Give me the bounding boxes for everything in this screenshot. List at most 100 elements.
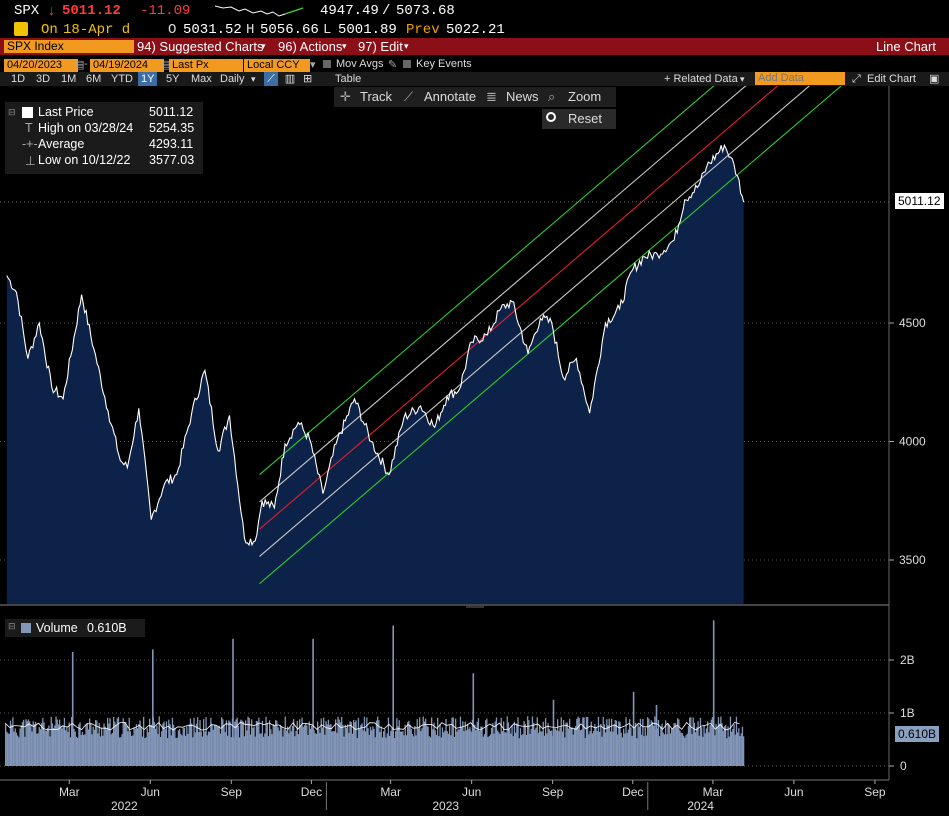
volume-bar [571, 727, 573, 766]
year-tick-label: 2023 [432, 799, 459, 813]
edit-chart-button[interactable]: Edit Chart [867, 73, 916, 85]
period-max-button[interactable]: Max [191, 73, 212, 85]
reset-icon[interactable] [546, 112, 556, 122]
chart-type-label[interactable]: Line Chart [876, 39, 936, 54]
collapse-icon[interactable]: ⊟ [8, 621, 16, 631]
key-events-checkbox[interactable] [403, 60, 411, 68]
volume-bar [699, 717, 702, 766]
period-1m-button[interactable]: 1M [61, 73, 77, 85]
field-select[interactable]: Last Px [169, 59, 243, 72]
volume-spike-bar [632, 691, 635, 766]
volume-bar [137, 728, 139, 766]
volume-bar [264, 733, 266, 766]
annotate-icon[interactable]: ⟋ [404, 89, 414, 104]
chevron-down-icon[interactable]: ▾ [251, 74, 256, 84]
zoom-button[interactable]: Zoom [568, 89, 602, 104]
volume-bar [456, 731, 458, 766]
annotate-button[interactable]: Annotate [424, 89, 477, 104]
calendar-icon[interactable]: ▤ [74, 59, 85, 71]
suggested-charts-menu[interactable]: 94) Suggested Charts [137, 39, 264, 54]
x-axis: Mar Jun Sep Dec Mar Jun Sep Dec Mar Jun Sep 2022 202… [0, 779, 889, 813]
price-tick-label: 3500 [899, 553, 926, 567]
news-button[interactable]: News [506, 89, 539, 104]
volume-bar [583, 717, 585, 766]
volume-bar [411, 734, 414, 766]
volume-bar [512, 736, 514, 766]
period-3d-button[interactable]: 3D [36, 73, 51, 85]
volume-bar [651, 721, 654, 766]
volume-bar [135, 724, 138, 766]
start-date-field[interactable]: 04/20/2023 [4, 59, 78, 72]
volume-bar [539, 724, 541, 766]
volume-bar [212, 729, 214, 766]
track-button[interactable]: Track [360, 89, 393, 104]
volume-bar [86, 723, 88, 766]
volume-bar [698, 735, 700, 766]
flag-icon [14, 22, 28, 36]
chevron-down-icon[interactable]: ▾ [404, 41, 409, 51]
line-chart-icon[interactable]: ⟋ [264, 72, 278, 86]
period-5y-button[interactable]: 5Y [166, 73, 180, 85]
actions-menu[interactable]: 96) Actions [278, 39, 343, 54]
mov-avgs-label[interactable]: Mov Avgs [336, 58, 384, 70]
volume-bar [295, 731, 297, 766]
volume-tick-label: 1B [900, 706, 915, 720]
volume-bar [383, 731, 385, 766]
news-icon[interactable]: ≣ [486, 89, 497, 104]
legend-average-value: 4293.11 [149, 137, 194, 151]
legend-high: T High on 03/28/24 5254.35 [5, 121, 203, 137]
volume-bar [506, 716, 508, 766]
month-tick-label: Sep [221, 785, 243, 799]
pencil-icon[interactable]: ✎ [388, 59, 398, 71]
volume-bar [452, 717, 454, 766]
zoom-icon[interactable]: ⌕ [548, 89, 556, 104]
chevron-down-icon[interactable]: ▾ [261, 41, 266, 51]
volume-bar [403, 735, 405, 766]
bar-chart-icon[interactable]: ▥ [284, 73, 296, 85]
calendar-icon[interactable]: ▤ [160, 59, 171, 71]
period-ytd-button[interactable]: YTD [111, 73, 133, 85]
related-data-button[interactable]: + Related Data [664, 73, 738, 85]
chevron-down-icon[interactable]: ▾ [740, 74, 745, 84]
end-date-field[interactable]: 04/19/2024 [90, 59, 164, 72]
volume-bar [605, 732, 607, 766]
volume-value: 0.610B [87, 621, 127, 635]
price-legend: ⊟ Last Price 5011.12 T High on 03/28/24 … [5, 102, 203, 174]
chart-settings-icon[interactable]: ▣ [929, 73, 940, 85]
collapse-icon[interactable]: ⊟ [8, 107, 16, 117]
mov-avgs-checkbox[interactable] [323, 60, 331, 68]
edit-menu[interactable]: 97) Edit [358, 39, 403, 54]
volume-bar [29, 721, 31, 766]
volume-bar [565, 722, 567, 766]
edit-chart-icon[interactable]: ⤢ [852, 73, 861, 85]
volume-bar [111, 732, 114, 766]
currency-select[interactable]: Local CCY [244, 59, 310, 72]
period-1d-button[interactable]: 1D [11, 73, 26, 85]
crosshair-icon[interactable]: ✛ [340, 89, 351, 104]
volume-bar [350, 722, 352, 766]
volume-bar [570, 727, 572, 766]
volume-bar [165, 721, 168, 766]
frequency-select[interactable]: Daily [220, 73, 245, 85]
reset-button-wrap[interactable]: Reset [542, 109, 616, 129]
key-events-label[interactable]: Key Events [416, 58, 472, 70]
volume-bar [677, 718, 679, 766]
table-button[interactable]: Table [335, 73, 362, 85]
period-1y-button[interactable]: 1Y [138, 72, 158, 86]
reset-button[interactable]: Reset [568, 111, 602, 126]
volume-bar [443, 732, 445, 766]
volume-bar [572, 734, 574, 766]
period-6m-button[interactable]: 6M [86, 73, 102, 85]
volume-bar [315, 733, 318, 766]
add-data-input[interactable] [755, 72, 845, 85]
chart-style-icon[interactable]: ⊞ [303, 73, 313, 85]
volume-bar [630, 727, 632, 766]
security-field[interactable]: SPX Index [4, 40, 134, 53]
volume-bar [721, 723, 723, 766]
chevron-down-icon[interactable]: ▾ [342, 41, 347, 51]
chevron-down-icon[interactable]: ▾ [310, 59, 316, 71]
volume-bar [433, 722, 435, 766]
month-tick-label: Jun [141, 785, 160, 799]
volume-bar [638, 726, 640, 766]
volume-bar [96, 720, 98, 766]
